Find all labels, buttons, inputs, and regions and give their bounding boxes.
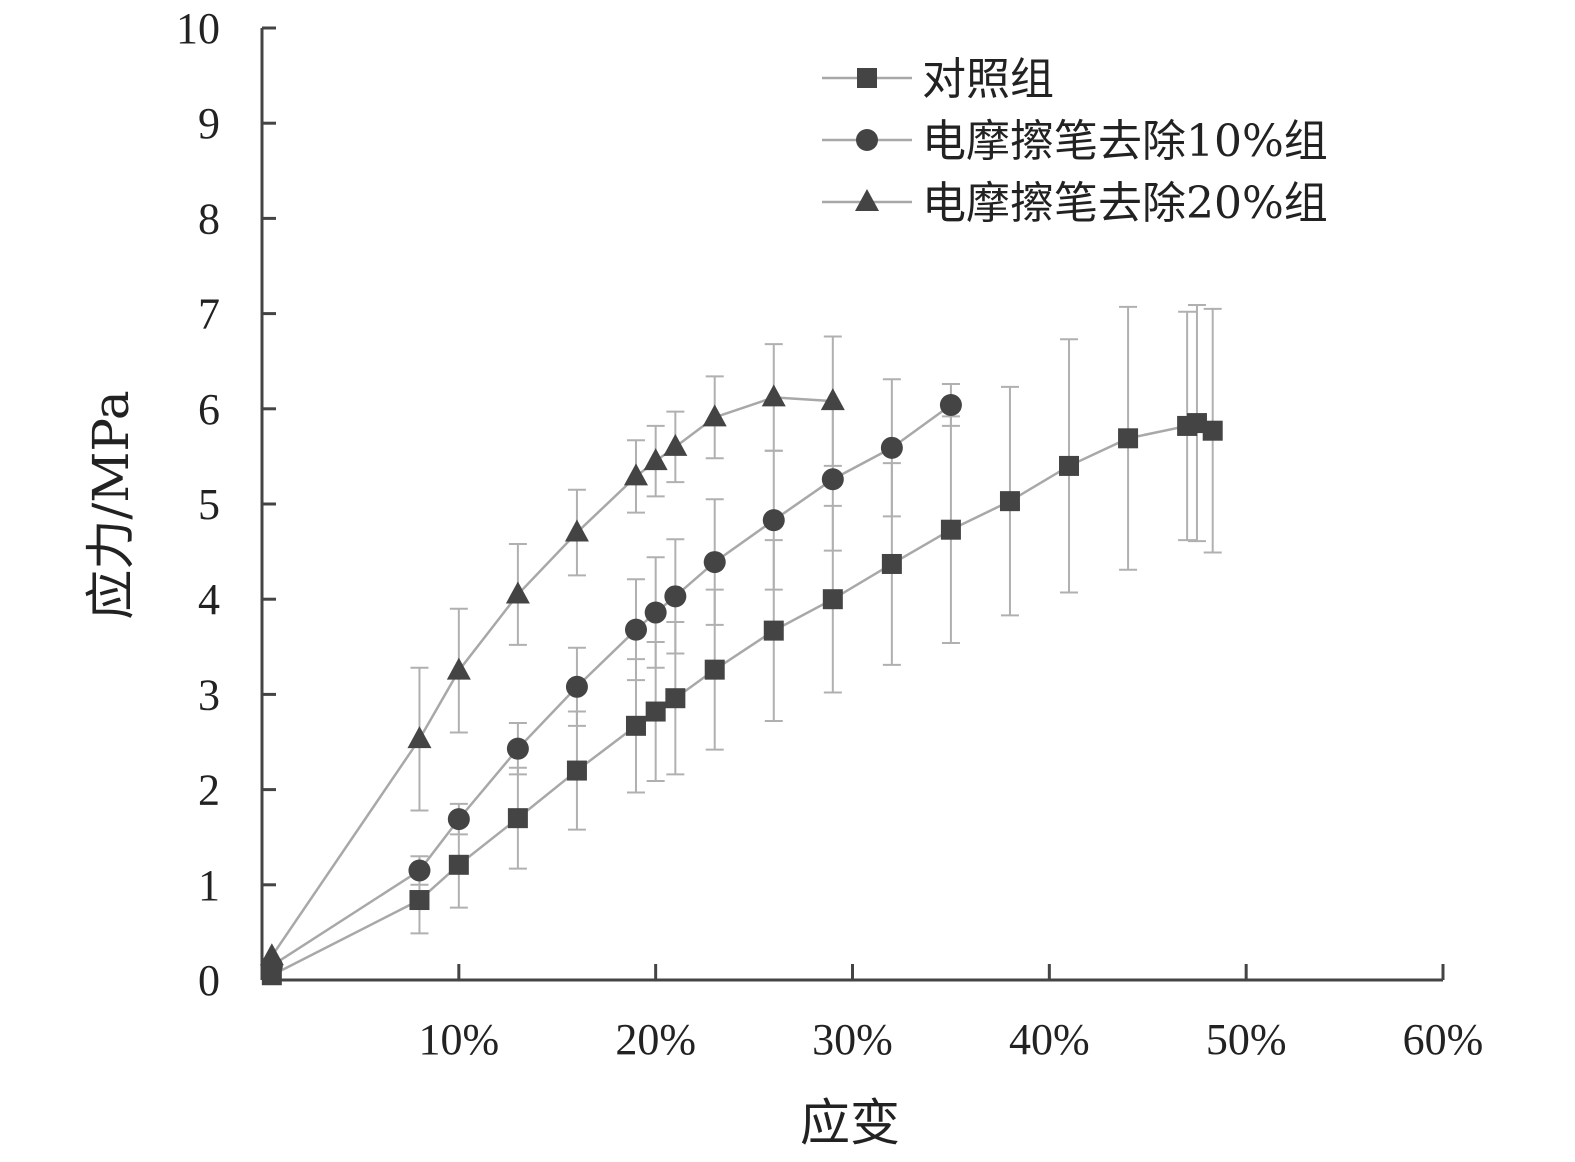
removal-10-point [664, 585, 687, 608]
y-tick-label: 3 [198, 670, 220, 719]
removal-10-point [939, 393, 962, 416]
removal-10-point [880, 436, 903, 459]
removal-20-point [564, 519, 589, 542]
series-lines-layer [270, 396, 1214, 977]
legend-item-control: 对照组 [822, 54, 1054, 105]
legend-marker [857, 68, 877, 88]
axes-layer [260, 28, 1443, 982]
y-tick-label: 5 [198, 480, 220, 529]
control-point [665, 688, 686, 709]
y-tick-label: 7 [198, 290, 220, 339]
x-tick-label: 60% [1403, 1015, 1484, 1064]
removal-10-line [271, 403, 952, 967]
removal-20-point [761, 384, 786, 407]
control-point [1186, 413, 1207, 434]
y-tick-label: 0 [198, 956, 220, 1005]
removal-20-point [702, 404, 727, 427]
y-tick-label: 2 [198, 766, 220, 815]
removal-10-point [821, 468, 844, 491]
y-tick-label: 9 [198, 99, 220, 148]
legend-label: 对照组 [922, 54, 1054, 105]
removal-20-line [270, 396, 833, 957]
removal-10-point [624, 618, 647, 641]
legend-item-removal-20: 电摩擦笔去除20%组 [822, 178, 1328, 229]
control-point [881, 553, 902, 574]
x-axis-title: 应变 [800, 1094, 900, 1152]
control-point [940, 519, 961, 540]
x-tick-label: 30% [812, 1015, 893, 1064]
markers-layer [259, 384, 1223, 986]
removal-20-point [820, 388, 845, 411]
control-point [625, 715, 646, 736]
control-point [507, 808, 528, 829]
control-point [1118, 428, 1139, 449]
removal-20-point [505, 581, 530, 604]
ticks-layer: 0 1 2 3 4 5 6 7 8 9 10 10% 20% 30% 40% 50% 60% [176, 4, 1483, 1064]
removal-10-point [565, 675, 588, 698]
y-tick-label: 1 [198, 861, 220, 910]
removal-10-point [703, 551, 726, 574]
y-tick-label: 10 [176, 4, 220, 53]
legend-marker [856, 129, 878, 151]
y-axis-title: 应力/MPa [82, 390, 140, 619]
x-tick-label: 20% [615, 1015, 696, 1064]
removal-10-point [506, 737, 529, 760]
removal-20-point [407, 726, 432, 749]
removal-10-point [447, 808, 470, 831]
control-point [999, 491, 1020, 512]
removal-20-point [446, 657, 471, 680]
x-tick-label: 40% [1009, 1015, 1090, 1064]
removal-20-point [259, 943, 284, 966]
control-point [645, 701, 666, 722]
removal-20-point [643, 448, 668, 471]
legend-item-removal-10: 电摩擦笔去除10%组 [822, 116, 1328, 167]
y-tick-label: 4 [198, 575, 220, 624]
y-tick-label: 8 [198, 194, 220, 243]
x-tick-label: 50% [1206, 1015, 1287, 1064]
control-point [822, 589, 843, 610]
legend-label: 电摩擦笔去除20%组 [922, 178, 1328, 229]
removal-20-point [623, 463, 648, 486]
control-point [1202, 420, 1223, 441]
control-point [409, 890, 430, 911]
y-tick-label: 6 [198, 385, 220, 434]
removal-20-point [663, 433, 688, 456]
control-point [704, 659, 725, 680]
legend-label: 电摩擦笔去除10%组 [922, 116, 1328, 167]
control-point [1059, 455, 1080, 476]
control-point [566, 760, 587, 781]
legend-marker [855, 189, 879, 211]
removal-10-point [762, 509, 785, 532]
control-point [763, 620, 784, 641]
x-tick-label: 10% [419, 1015, 500, 1064]
control-point [448, 854, 469, 875]
removal-10-point [644, 601, 667, 624]
removal-10-point [408, 859, 431, 882]
